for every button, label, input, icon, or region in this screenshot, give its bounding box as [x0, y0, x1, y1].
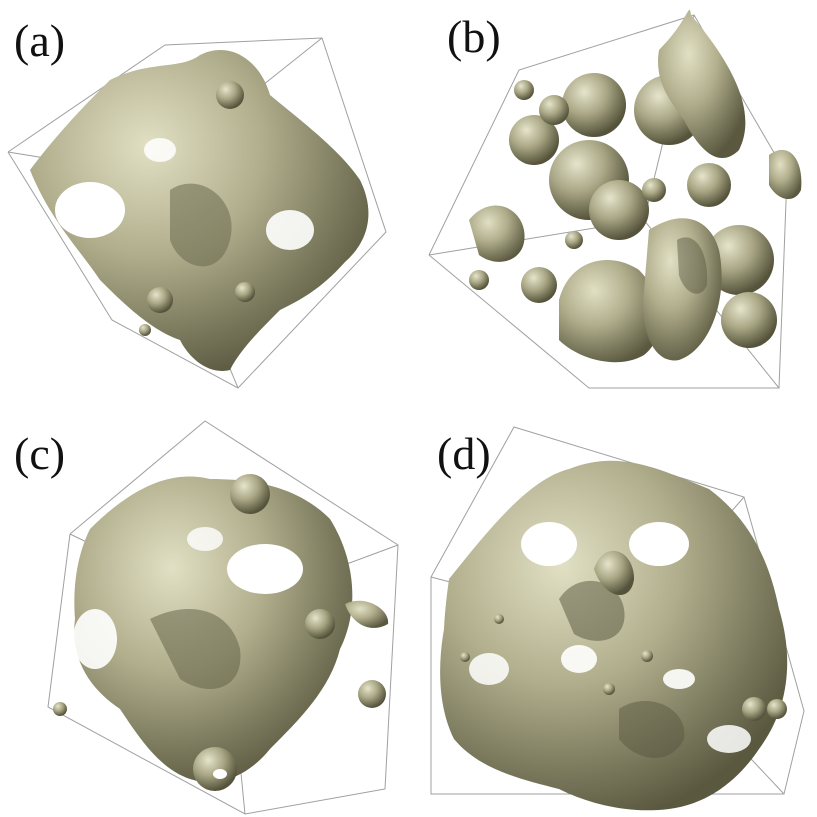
panel-b: (b) [409, 0, 817, 408]
surface-a [30, 49, 369, 371]
surface-b [469, 9, 802, 363]
isosurface-render-b [428, 9, 802, 389]
surface-d [440, 460, 788, 811]
isosurface-render-c [47, 420, 399, 815]
panel-label-a: (a) [14, 15, 66, 66]
surface-c [53, 474, 389, 791]
panel-label-b: (b) [447, 11, 501, 62]
isosurface-render-d [430, 426, 805, 811]
panel-a: (a) [0, 0, 408, 408]
panel-label-c: (c) [14, 428, 66, 479]
panel-c: (c) [0, 409, 408, 817]
isosurface-render-a [7, 37, 387, 389]
panel-d: (d) [409, 409, 817, 817]
panel-label-d: (d) [437, 428, 491, 479]
